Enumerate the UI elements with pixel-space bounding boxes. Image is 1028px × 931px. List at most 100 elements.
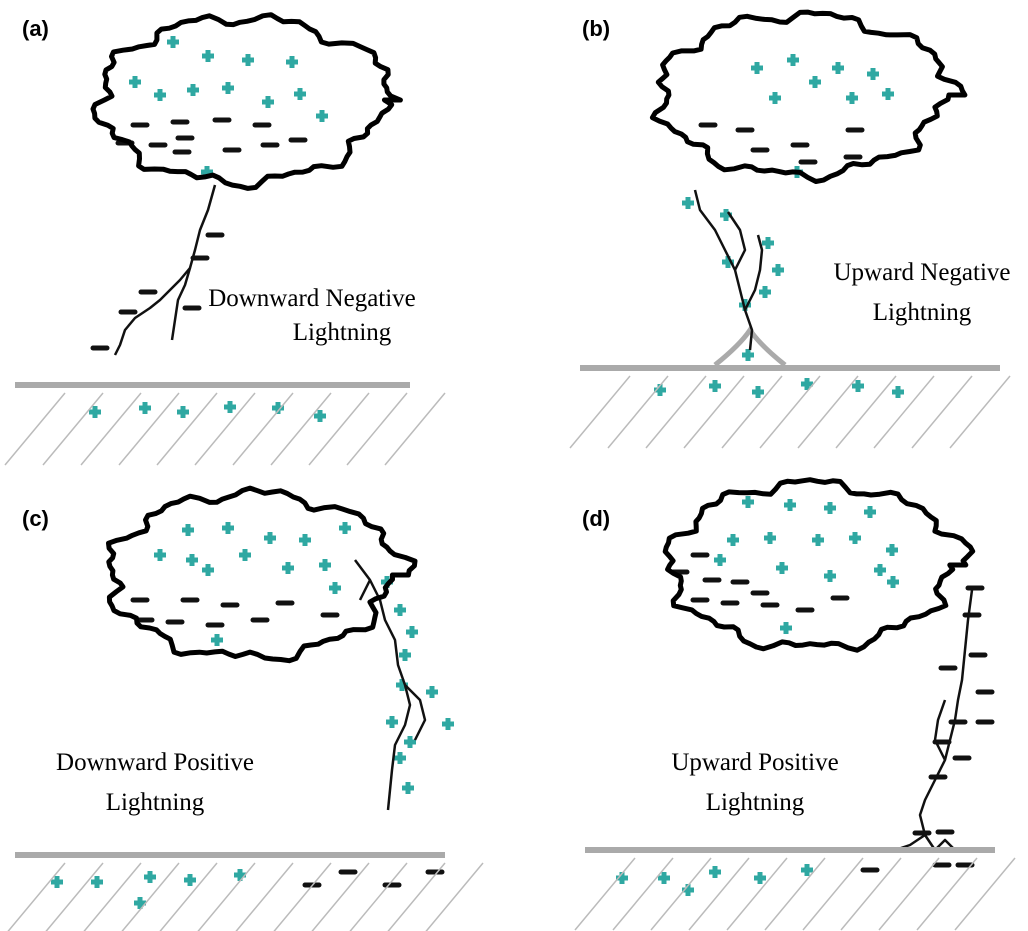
positive-charge	[316, 110, 328, 122]
panel-label: (b)	[582, 16, 610, 41]
hatch	[651, 858, 711, 930]
positive-charge	[846, 92, 858, 104]
positive-charge	[264, 532, 276, 544]
positive-charge	[222, 82, 234, 94]
positive-charge	[187, 84, 199, 96]
positive-charge	[139, 402, 151, 414]
hatch	[81, 393, 141, 465]
positive-charge	[286, 56, 298, 68]
cloud	[109, 488, 416, 661]
positive-charge	[772, 264, 784, 276]
hatch	[760, 376, 820, 448]
positive-charge	[864, 506, 876, 518]
positive-charge	[742, 496, 754, 508]
positive-charge	[154, 549, 166, 561]
positive-charge	[787, 54, 799, 66]
positive-charge	[754, 872, 766, 884]
positive-charge	[399, 649, 411, 661]
positive-charge	[759, 286, 771, 298]
positive-charge	[184, 874, 196, 886]
hatch	[608, 376, 668, 448]
hatch	[912, 376, 972, 448]
cloud	[665, 480, 973, 651]
caption: Downward Negative	[208, 285, 416, 312]
positive-charge	[874, 564, 886, 576]
hatch	[874, 376, 934, 448]
positive-charge	[182, 524, 194, 536]
positive-charge	[294, 88, 306, 100]
positive-charge	[134, 897, 146, 909]
hatch	[385, 393, 445, 465]
hatch	[5, 393, 65, 465]
positive-charge	[849, 532, 861, 544]
positive-charge	[319, 559, 331, 571]
hatch	[157, 863, 217, 931]
lightning	[935, 700, 945, 760]
positive-charge	[404, 736, 416, 748]
hatch	[195, 393, 255, 465]
caption: Lightning	[293, 319, 392, 346]
hatch	[689, 858, 749, 930]
panel-label: (a)	[22, 16, 49, 41]
positive-charge	[892, 386, 904, 398]
lightning	[360, 580, 370, 600]
hatch	[613, 858, 673, 930]
positive-charge	[809, 76, 821, 88]
caption: Downward Positive	[56, 749, 254, 776]
hatch	[43, 863, 103, 931]
positive-charge	[329, 582, 341, 594]
positive-charge	[262, 96, 274, 108]
hatch	[309, 393, 369, 465]
hatch	[955, 858, 1015, 930]
positive-charge	[239, 549, 251, 561]
hatch	[233, 393, 293, 465]
positive-charge	[222, 522, 234, 534]
positive-charge	[832, 62, 844, 74]
hatch	[836, 376, 896, 448]
positive-charge	[709, 380, 721, 392]
positive-charge	[282, 562, 294, 574]
panel-label: (d)	[582, 506, 610, 531]
positive-charge	[394, 752, 406, 764]
hatch	[271, 863, 331, 931]
positive-charge	[882, 88, 894, 100]
positive-charge	[202, 564, 214, 576]
cloud	[652, 12, 965, 181]
hatch	[5, 863, 65, 931]
positive-charge	[129, 76, 141, 88]
positive-charge	[186, 554, 198, 566]
positive-charge	[824, 502, 836, 514]
positive-charge	[202, 50, 214, 62]
lightning	[745, 235, 762, 310]
caption: Lightning	[106, 789, 205, 816]
positive-charge	[224, 401, 236, 413]
positive-charge	[784, 499, 796, 511]
hatch	[727, 858, 787, 930]
positive-charge	[144, 871, 156, 883]
hatch	[575, 858, 635, 930]
positive-charge	[211, 634, 223, 646]
hatch	[385, 863, 445, 931]
positive-charge	[887, 576, 899, 588]
lightning	[115, 185, 215, 355]
positive-charge	[769, 92, 781, 104]
positive-charge	[442, 718, 454, 730]
hatch	[347, 393, 407, 465]
positive-charge	[727, 534, 739, 546]
positive-charge	[394, 604, 406, 616]
panel-label: (c)	[22, 506, 49, 531]
positive-charge	[406, 626, 418, 638]
positive-charge	[752, 386, 764, 398]
positive-charge	[886, 544, 898, 556]
positive-charge	[339, 522, 351, 534]
positive-charge	[242, 54, 254, 66]
positive-charge	[91, 876, 103, 888]
caption: Lightning	[706, 789, 805, 816]
hatch	[950, 376, 1010, 448]
hatch	[722, 376, 782, 448]
hatch	[43, 393, 103, 465]
positive-charge	[386, 716, 398, 728]
positive-charge	[299, 534, 311, 546]
positive-charge	[154, 89, 166, 101]
hatch	[81, 863, 141, 931]
